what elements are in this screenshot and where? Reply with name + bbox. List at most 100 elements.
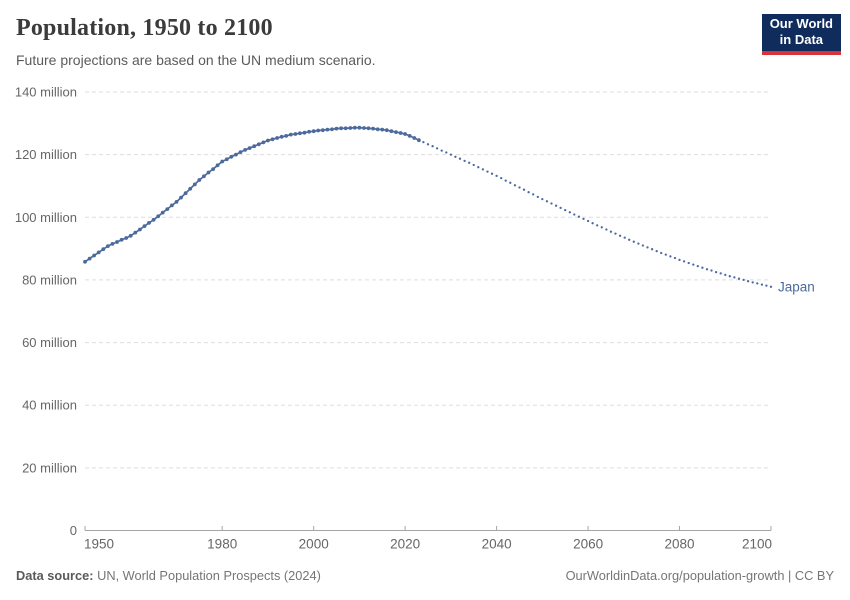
data-point — [288, 132, 293, 137]
projection-dot — [669, 255, 672, 258]
projection-dot — [449, 153, 453, 156]
data-point — [174, 200, 179, 204]
data-point — [128, 233, 133, 238]
data-point — [170, 203, 174, 208]
projection-dot — [445, 151, 448, 154]
projection-dot — [586, 219, 590, 223]
data-point — [293, 132, 298, 136]
data-point — [188, 186, 193, 191]
data-point — [147, 221, 151, 225]
projection-dot — [719, 272, 722, 275]
series-projection[interactable] — [422, 140, 773, 288]
projection-dot — [468, 161, 471, 164]
data-point — [343, 126, 348, 131]
projection-dot — [650, 248, 654, 251]
projection-dot — [486, 170, 489, 173]
y-tick-label: 0 — [70, 523, 77, 538]
projection-dot — [641, 244, 645, 247]
data-point — [275, 136, 279, 140]
data-source-text: UN, World Population Prospects (2024) — [93, 568, 321, 583]
projection-dot — [440, 149, 443, 152]
y-tick-label: 60 million — [22, 335, 77, 350]
projection-dot — [518, 186, 521, 189]
data-point — [192, 182, 197, 187]
data-point — [115, 240, 119, 244]
projection-dot — [614, 232, 617, 235]
x-tick-label: 2000 — [299, 537, 329, 552]
data-point — [266, 138, 270, 143]
data-point — [87, 256, 92, 261]
owid-logo[interactable]: Our World in Data — [761, 14, 841, 55]
x-tick-label: 2040 — [482, 537, 512, 552]
data-point — [362, 126, 366, 130]
projection-dot — [477, 166, 480, 169]
projection-dot — [435, 147, 439, 150]
projection-dot — [536, 195, 539, 199]
projection-dot — [637, 242, 640, 245]
projection-dot — [733, 276, 736, 279]
projection-dot — [632, 240, 635, 243]
projection-dot — [710, 269, 713, 272]
data-point — [138, 227, 142, 232]
data-point — [110, 242, 115, 246]
projection-dot — [765, 284, 768, 287]
projection-dot — [522, 188, 526, 191]
projection-dot — [454, 155, 457, 158]
projection-dot — [724, 273, 727, 277]
y-axis-labels: 0 20 million 40 million 60 million 80 millio… — [15, 85, 77, 539]
data-point — [371, 126, 375, 131]
data-point — [384, 128, 389, 133]
data-point — [179, 195, 183, 200]
data-point — [366, 126, 371, 131]
projection-dot — [568, 211, 571, 214]
projection-dot — [760, 283, 764, 286]
data-point — [284, 134, 289, 138]
data-point — [394, 130, 398, 135]
data-point — [133, 230, 138, 235]
projection-dot — [728, 275, 731, 278]
projection-dot — [431, 145, 434, 148]
projection-dot — [692, 263, 695, 266]
projection-dot — [605, 228, 608, 231]
projection-dot — [472, 163, 475, 167]
projection-dot — [746, 280, 750, 283]
y-tick-label: 140 million — [15, 85, 77, 100]
owid-url-link[interactable]: OurWorldinData.org/population-growth | C… — [565, 568, 834, 583]
data-point — [215, 163, 220, 168]
data-point — [316, 128, 321, 133]
data-point — [96, 250, 101, 255]
data-point — [380, 127, 385, 132]
projection-dot — [609, 230, 613, 233]
projection-dot — [504, 179, 507, 182]
data-point — [279, 134, 284, 139]
data-point — [160, 210, 165, 215]
data-point — [202, 174, 206, 179]
projection-dot — [660, 251, 663, 255]
projection-dot — [682, 260, 686, 263]
projection-dot — [737, 277, 741, 280]
data-point — [270, 137, 275, 142]
x-tick-label: 2060 — [573, 537, 603, 552]
data-point — [124, 236, 129, 240]
data-point — [348, 126, 353, 130]
entity-label-japan[interactable]: Japan — [778, 279, 815, 294]
data-point — [325, 127, 330, 132]
data-point — [261, 140, 266, 145]
projection-dot — [582, 217, 585, 221]
series-historical[interactable] — [83, 125, 421, 264]
data-point — [92, 253, 96, 258]
projection-dot — [714, 270, 718, 274]
data-point — [156, 214, 161, 219]
projection-dot — [550, 202, 553, 205]
owid-logo-line2: in Data — [779, 32, 824, 47]
y-tick-label: 100 million — [15, 210, 77, 225]
data-point — [83, 259, 87, 264]
data-point — [412, 136, 417, 140]
projection-dot — [532, 193, 535, 196]
data-point — [403, 132, 407, 136]
x-tick-label: 1980 — [207, 537, 237, 552]
data-point — [119, 237, 124, 242]
data-point — [352, 125, 357, 130]
data-source-label: Data source: — [16, 568, 94, 583]
